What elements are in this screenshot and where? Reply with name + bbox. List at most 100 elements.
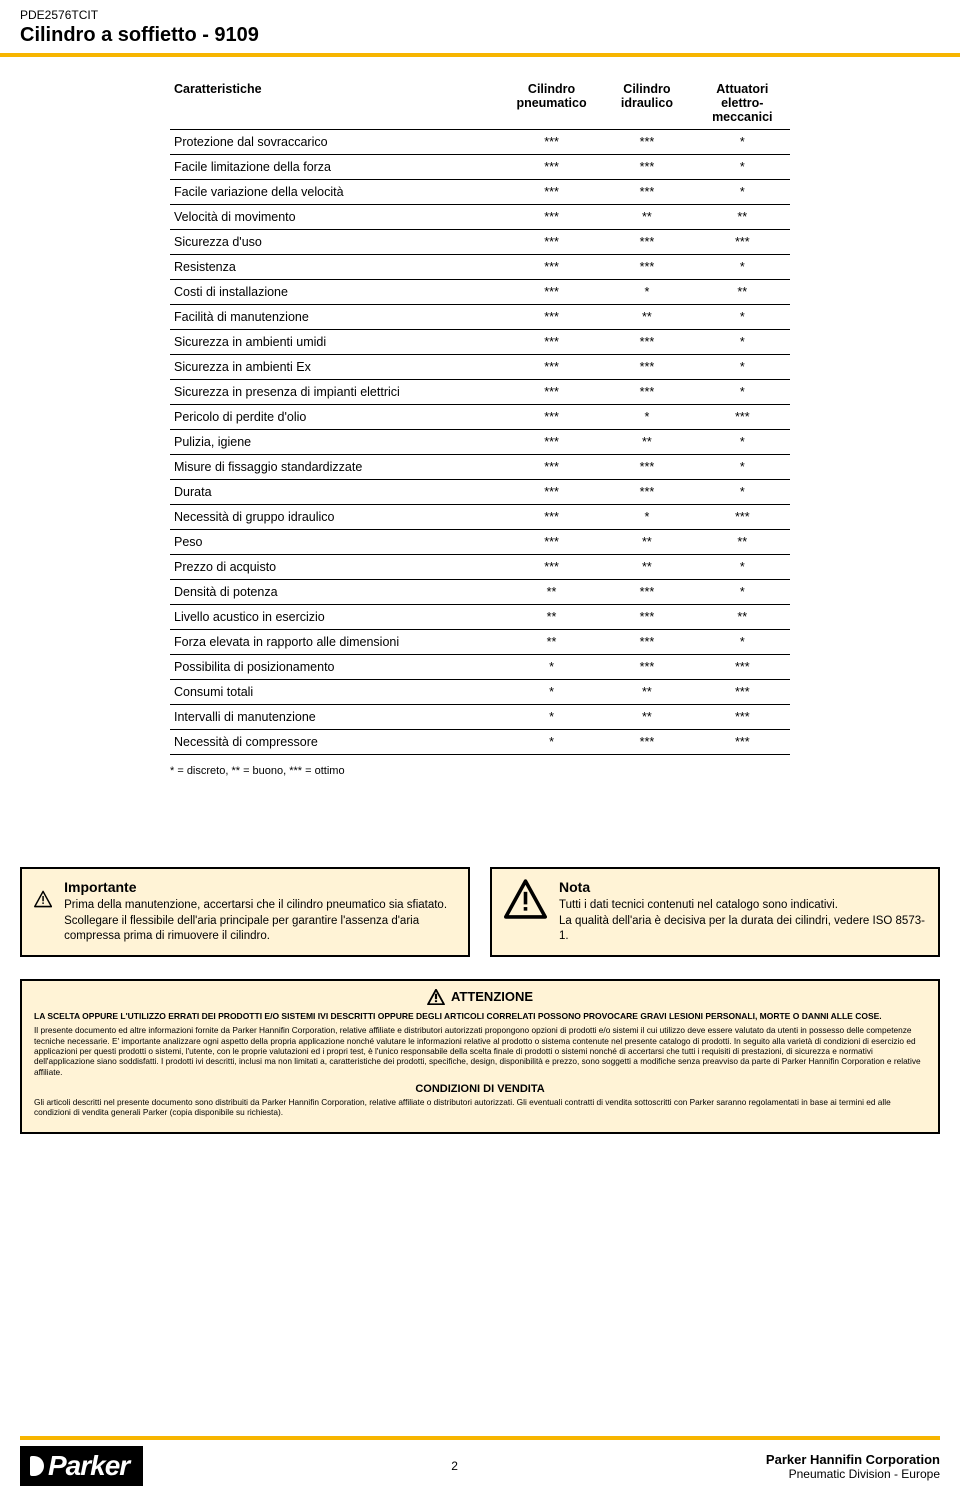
row-c3: * bbox=[695, 330, 790, 355]
row-c3: * bbox=[695, 480, 790, 505]
row-label: Misure di fissaggio standardizzate bbox=[170, 455, 504, 480]
row-c1: ** bbox=[504, 605, 599, 630]
row-c1: ** bbox=[504, 630, 599, 655]
row-label: Resistenza bbox=[170, 255, 504, 280]
page-header: PDE2576TCIT Cilindro a soffietto - 9109 bbox=[0, 0, 960, 47]
row-c2: ** bbox=[599, 205, 694, 230]
row-c2: ** bbox=[599, 705, 694, 730]
row-label: Facilità di manutenzione bbox=[170, 305, 504, 330]
row-label: Sicurezza in presenza di impianti elettr… bbox=[170, 380, 504, 405]
table-row: Costi di installazione****** bbox=[170, 280, 790, 305]
row-c3: * bbox=[695, 305, 790, 330]
row-c2: ** bbox=[599, 430, 694, 455]
row-c1: *** bbox=[504, 355, 599, 380]
row-c1: *** bbox=[504, 330, 599, 355]
row-c2: *** bbox=[599, 455, 694, 480]
row-c2: *** bbox=[599, 480, 694, 505]
row-c3: *** bbox=[695, 505, 790, 530]
row-c3: * bbox=[695, 430, 790, 455]
row-c2: *** bbox=[599, 155, 694, 180]
nota-box: Nota Tutti i dati tecnici contenuti nel … bbox=[490, 867, 940, 957]
attention-subheading: CONDIZIONI DI VENDITA bbox=[34, 1083, 926, 1095]
row-c3: *** bbox=[695, 680, 790, 705]
row-c3: * bbox=[695, 155, 790, 180]
nota-title: Nota bbox=[559, 879, 926, 895]
row-c2: *** bbox=[599, 255, 694, 280]
table-row: Necessità di compressore******* bbox=[170, 730, 790, 755]
row-c3: *** bbox=[695, 730, 790, 755]
table-row: Intervalli di manutenzione****** bbox=[170, 705, 790, 730]
row-c3: *** bbox=[695, 655, 790, 680]
row-label: Livello acustico in esercizio bbox=[170, 605, 504, 630]
table-row: Velocità di movimento******* bbox=[170, 205, 790, 230]
row-c1: *** bbox=[504, 205, 599, 230]
row-c2: *** bbox=[599, 605, 694, 630]
attention-p2: Il presente documento ed altre informazi… bbox=[34, 1025, 926, 1077]
row-c1: * bbox=[504, 655, 599, 680]
row-label: Pulizia, igiene bbox=[170, 430, 504, 455]
row-c3: * bbox=[695, 455, 790, 480]
row-c2: * bbox=[599, 505, 694, 530]
row-c1: *** bbox=[504, 255, 599, 280]
row-c1: *** bbox=[504, 530, 599, 555]
table-row: Durata******* bbox=[170, 480, 790, 505]
table-row: Peso******* bbox=[170, 530, 790, 555]
warning-icon bbox=[504, 879, 547, 919]
row-c2: * bbox=[599, 405, 694, 430]
row-c1: *** bbox=[504, 430, 599, 455]
table-row: Facile limitazione della forza******* bbox=[170, 155, 790, 180]
table-legend: * = discreto, ** = buono, *** = ottimo bbox=[170, 765, 790, 777]
row-c2: *** bbox=[599, 180, 694, 205]
row-c2: *** bbox=[599, 730, 694, 755]
row-c3: *** bbox=[695, 705, 790, 730]
row-label: Durata bbox=[170, 480, 504, 505]
row-c1: *** bbox=[504, 405, 599, 430]
row-c2: ** bbox=[599, 680, 694, 705]
row-c2: *** bbox=[599, 355, 694, 380]
table-row: Possibilita di posizionamento******* bbox=[170, 655, 790, 680]
col-header-c2: Cilindroidraulico bbox=[599, 77, 694, 130]
col-header-c3: Attuatorielettro-meccanici bbox=[695, 77, 790, 130]
row-c3: * bbox=[695, 580, 790, 605]
spec-table-wrap: Caratteristiche Cilindropneumatico Cilin… bbox=[170, 77, 790, 777]
row-label: Sicurezza in ambienti Ex bbox=[170, 355, 504, 380]
row-c2: ** bbox=[599, 305, 694, 330]
row-c1: *** bbox=[504, 480, 599, 505]
doc-code: PDE2576TCIT bbox=[20, 8, 940, 22]
row-c3: ** bbox=[695, 205, 790, 230]
row-c3: *** bbox=[695, 230, 790, 255]
row-c3: * bbox=[695, 355, 790, 380]
footer-rule bbox=[20, 1436, 940, 1440]
row-c1: * bbox=[504, 680, 599, 705]
row-c1: *** bbox=[504, 555, 599, 580]
row-c2: ** bbox=[599, 530, 694, 555]
row-c1: *** bbox=[504, 305, 599, 330]
row-c1: *** bbox=[504, 130, 599, 155]
row-c3: * bbox=[695, 180, 790, 205]
row-label: Possibilita di posizionamento bbox=[170, 655, 504, 680]
spec-table: Caratteristiche Cilindropneumatico Cilin… bbox=[170, 77, 790, 755]
header-rule bbox=[0, 53, 960, 57]
row-label: Facile limitazione della forza bbox=[170, 155, 504, 180]
row-c2: *** bbox=[599, 130, 694, 155]
table-row: Sicurezza in ambienti Ex******* bbox=[170, 355, 790, 380]
table-row: Livello acustico in esercizio******* bbox=[170, 605, 790, 630]
row-label: Facile variazione della velocità bbox=[170, 180, 504, 205]
row-label: Velocità di movimento bbox=[170, 205, 504, 230]
row-label: Necessità di compressore bbox=[170, 730, 504, 755]
table-row: Consumi totali****** bbox=[170, 680, 790, 705]
attention-p3: Gli articoli descritti nel presente docu… bbox=[34, 1097, 926, 1118]
row-label: Peso bbox=[170, 530, 504, 555]
table-row: Sicurezza in ambienti umidi******* bbox=[170, 330, 790, 355]
warning-icon bbox=[34, 879, 52, 919]
row-c1: * bbox=[504, 730, 599, 755]
doc-title: Cilindro a soffietto - 9109 bbox=[20, 24, 940, 47]
row-label: Sicurezza in ambienti umidi bbox=[170, 330, 504, 355]
row-label: Densità di potenza bbox=[170, 580, 504, 605]
table-row: Densità di potenza****** bbox=[170, 580, 790, 605]
row-c3: * bbox=[695, 380, 790, 405]
attention-p1: LA SCELTA OPPURE L'UTILIZZO ERRATI DEI P… bbox=[34, 1011, 926, 1022]
row-c3: ** bbox=[695, 280, 790, 305]
row-label: Pericolo di perdite d'olio bbox=[170, 405, 504, 430]
row-c1: *** bbox=[504, 505, 599, 530]
